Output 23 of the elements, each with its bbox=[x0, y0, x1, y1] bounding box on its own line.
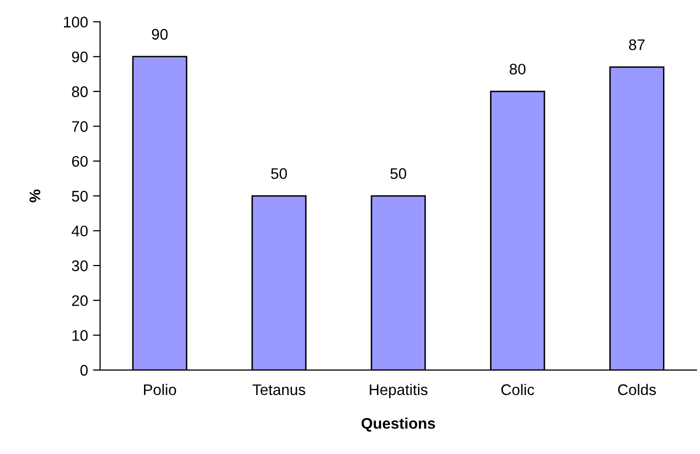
y-axis-title: % bbox=[30, 190, 40, 202]
x-tick-label: Colic bbox=[501, 384, 534, 396]
y-tick-label: 90 bbox=[72, 51, 88, 62]
y-tick-label: 80 bbox=[72, 86, 88, 98]
data-label: 50 bbox=[390, 168, 406, 179]
y-tick-label: 0 bbox=[80, 364, 88, 376]
x-tick-label: Colds bbox=[618, 384, 656, 396]
y-tick-label: 40 bbox=[72, 226, 88, 236]
y-tick-label: 100 bbox=[64, 16, 88, 28]
data-label: 80 bbox=[510, 64, 526, 75]
x-tick-label: Hepatitis bbox=[370, 384, 428, 398]
x-tick-label: Tetanus bbox=[252, 384, 306, 396]
y-tick-label: 50 bbox=[72, 190, 88, 202]
data-label: 50 bbox=[271, 168, 287, 179]
y-tick-label: 10 bbox=[72, 330, 88, 341]
y-tick-label: 20 bbox=[72, 295, 88, 306]
y-tick-label: 30 bbox=[72, 260, 88, 272]
data-label: 90 bbox=[152, 28, 168, 40]
y-tick-label: 60 bbox=[72, 156, 88, 167]
x-axis-title: Questions bbox=[362, 418, 436, 432]
x-tick-label: Polio bbox=[144, 384, 176, 396]
data-label: 87 bbox=[629, 39, 645, 50]
y-tick-label: 70 bbox=[72, 121, 88, 132]
